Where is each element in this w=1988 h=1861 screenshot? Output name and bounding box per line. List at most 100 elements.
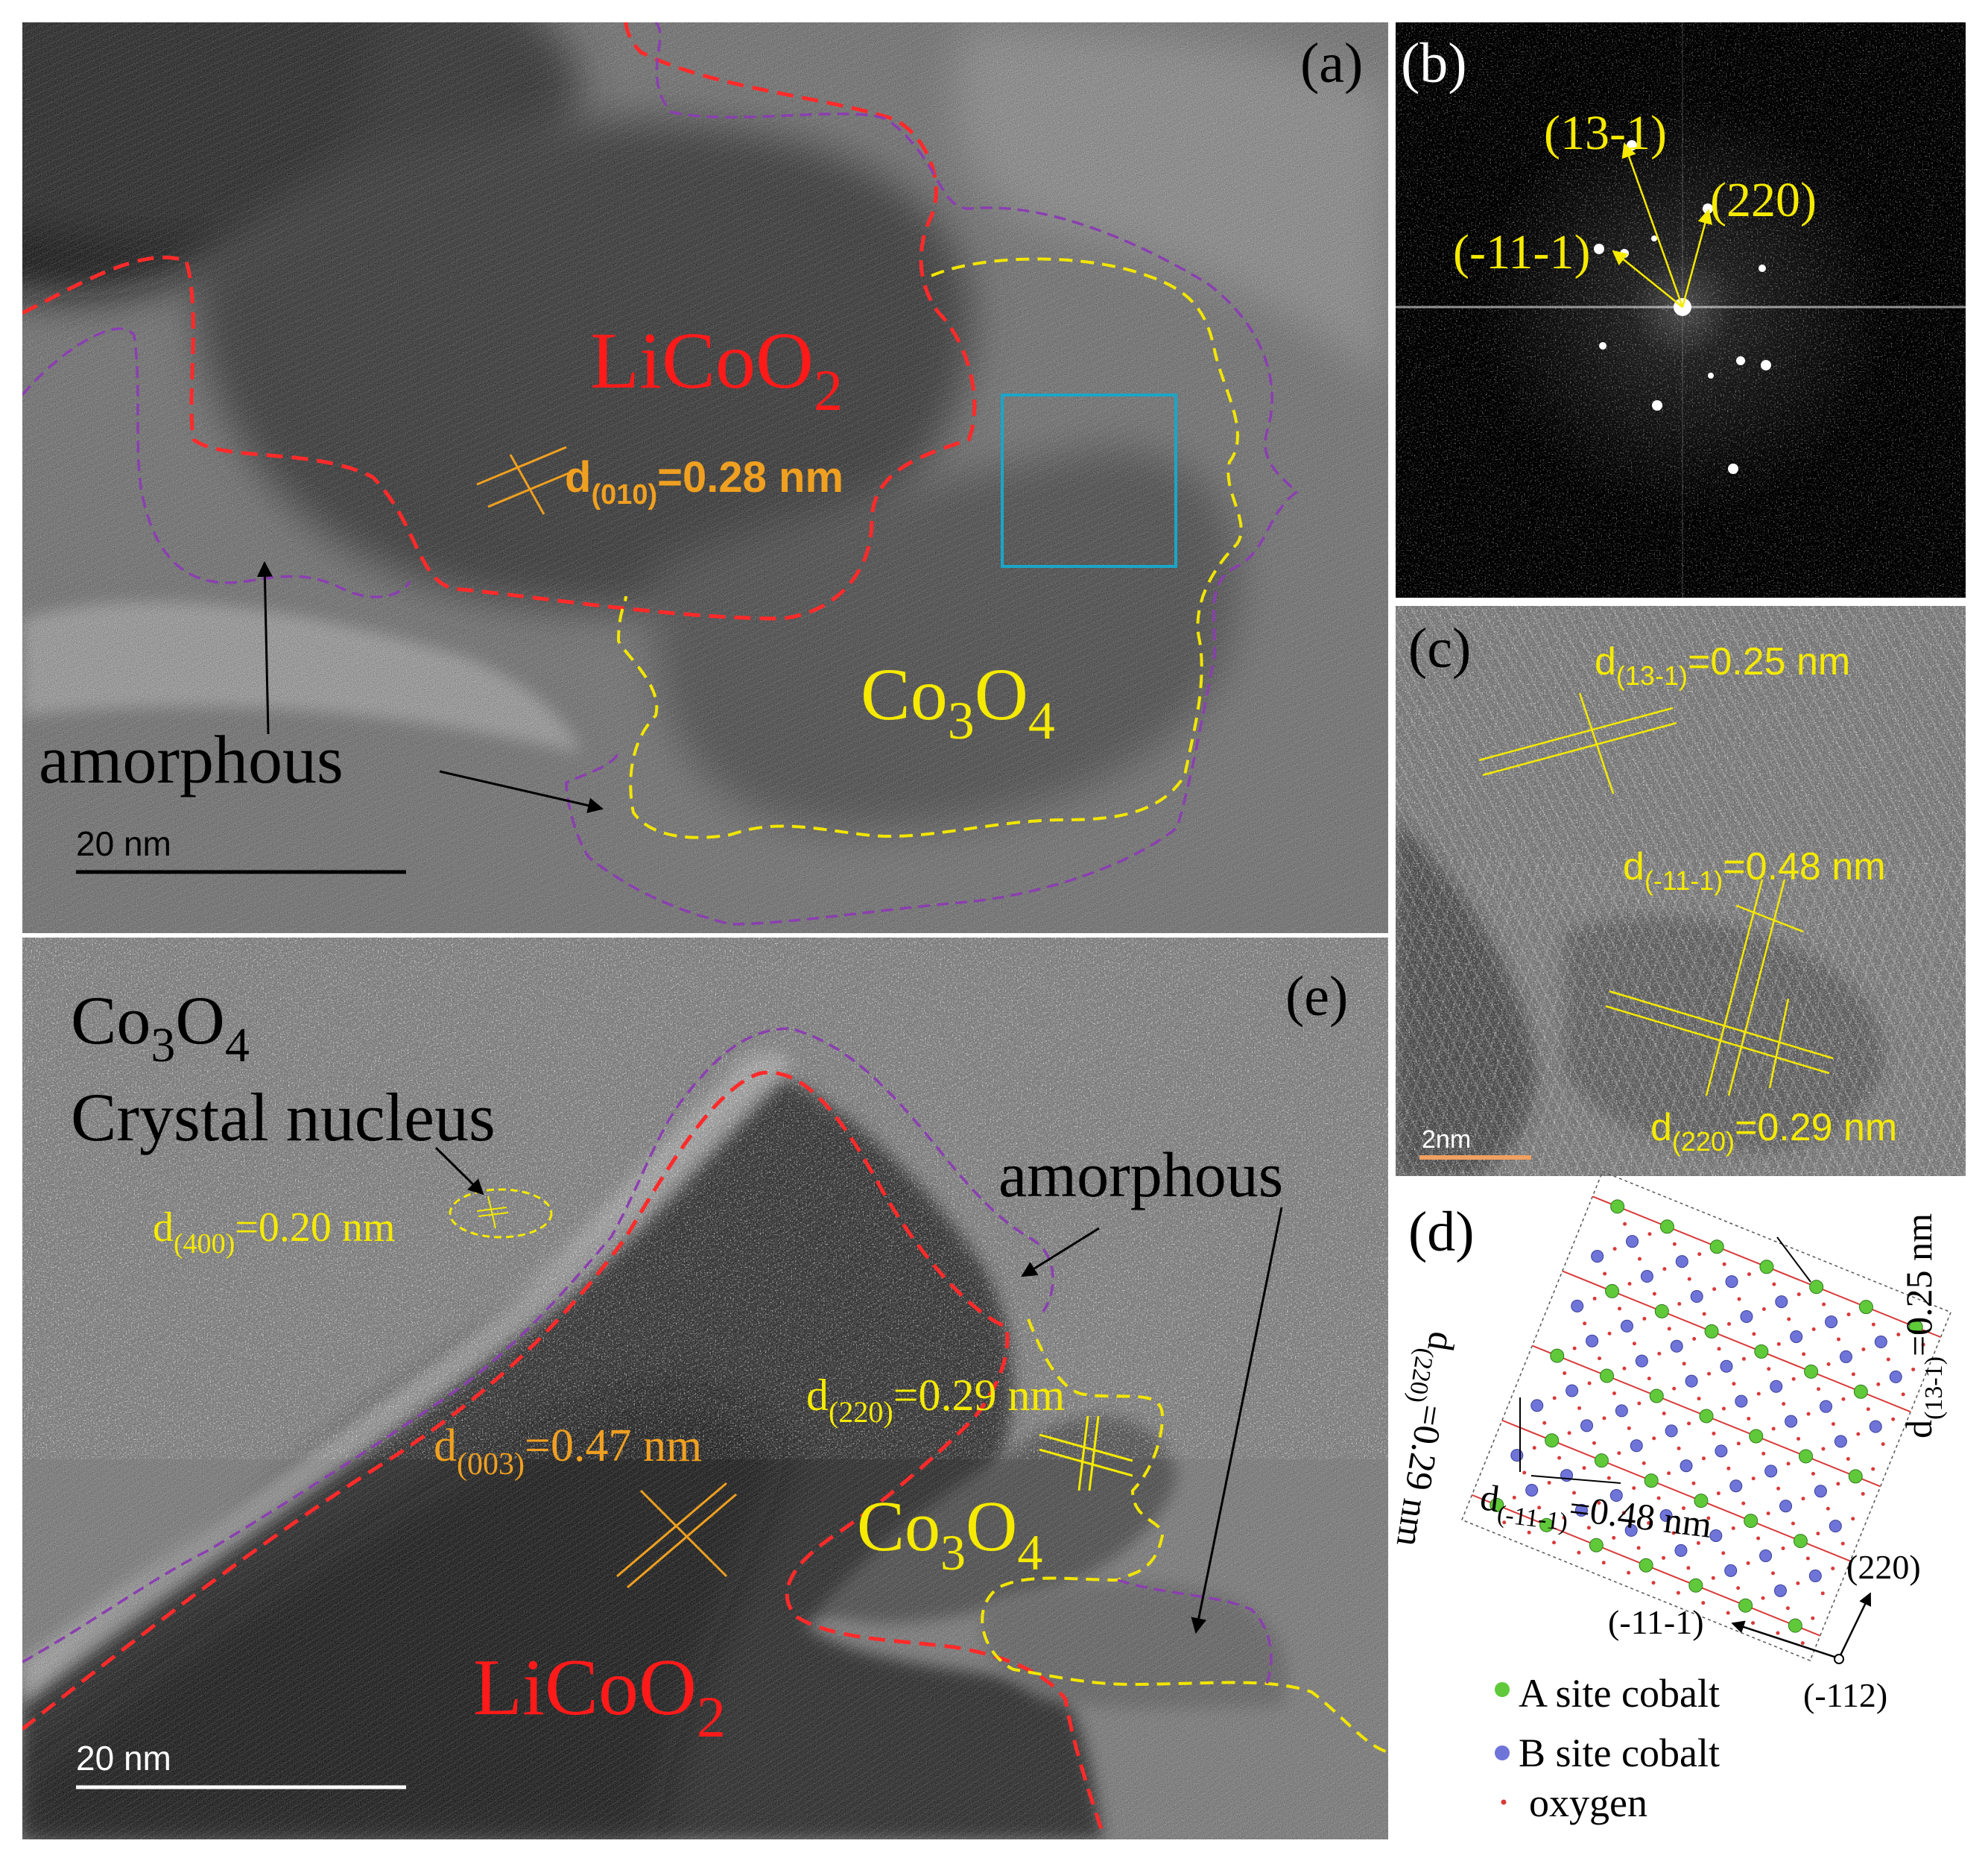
- oxygen-atom: [1691, 1481, 1696, 1485]
- a-site-cobalt-atom: [1594, 1453, 1609, 1468]
- a-site-cobalt-atom: [1699, 1409, 1714, 1424]
- oxygen-atom: [1821, 1447, 1826, 1451]
- oxygen-atom: [1736, 1441, 1741, 1446]
- b-site-cobalt-atom: [1510, 1449, 1524, 1462]
- oxygen-atom: [1697, 1397, 1701, 1401]
- oxygen-atom: [1756, 1536, 1761, 1541]
- b-site-cobalt-atom: [1620, 1319, 1633, 1333]
- oxygen-atom: [1732, 1382, 1736, 1386]
- axis-label-m11-1: (-11-1): [1608, 1603, 1704, 1641]
- oxygen-atom: [1776, 1342, 1781, 1346]
- b-site-cobalt-atom: [1889, 1370, 1902, 1383]
- oxygen-atom: [1562, 1515, 1566, 1520]
- lattice-marker-003: [616, 1482, 737, 1589]
- b-site-cobalt-atom: [1674, 1544, 1688, 1557]
- oxygen-atom: [1667, 1471, 1671, 1476]
- panel-d-label: (d): [1408, 1201, 1475, 1263]
- oxygen-atom: [1796, 1581, 1800, 1585]
- panel-e-label: (e): [1285, 965, 1348, 1028]
- oxygen-atom: [1741, 1501, 1746, 1505]
- b-site-cobalt-atom: [1635, 1354, 1648, 1368]
- amorphous-arrow-a1: [256, 560, 273, 735]
- b-site-cobalt-atom: [1779, 1500, 1793, 1513]
- oxygen-atom: [1737, 1297, 1741, 1301]
- a-site-cobalt-atom: [1754, 1344, 1769, 1359]
- a-site-cobalt-atom: [1809, 1280, 1824, 1295]
- oxygen-atom: [1801, 1497, 1805, 1501]
- b-site-cobalt-atom: [1685, 1374, 1698, 1388]
- oxygen-atom: [1582, 1466, 1586, 1470]
- a-site-cobalt-atom: [1659, 1219, 1674, 1234]
- oxygen-atom: [1623, 1222, 1627, 1226]
- oxygen-atom: [1837, 1337, 1841, 1342]
- oxygen-atom: [1811, 1471, 1815, 1476]
- oxygen-atom: [1552, 1396, 1557, 1400]
- a-site-cobalt-atom: [1853, 1384, 1868, 1399]
- lattice-marker-010: [476, 446, 578, 515]
- oxygen-atom: [1572, 1346, 1577, 1350]
- b-site-cobalt-atom: [1808, 1569, 1822, 1582]
- oxygen-atom: [1782, 1402, 1786, 1406]
- fft-label-13-1: (13-1): [1544, 106, 1667, 160]
- oxygen-atom: [1647, 1232, 1652, 1236]
- oxygen-atom: [1841, 1397, 1846, 1401]
- b-site-cobalt-atom: [1525, 1483, 1539, 1497]
- a-site-cobalt-atom: [1848, 1469, 1863, 1484]
- fft-label-220: (220): [1710, 173, 1817, 227]
- co3o4-label-e: Co3O4: [857, 1486, 1042, 1581]
- oxygen-atom: [1736, 1586, 1741, 1590]
- a-site-cobalt-atom: [1610, 1199, 1625, 1214]
- oxygen-atom: [1776, 1631, 1780, 1635]
- licoo2-boundary-a: [22, 22, 977, 621]
- amorphous-boundary-e1: [22, 1027, 1054, 1663]
- b-site-cobalt-atom: [1659, 1509, 1673, 1523]
- roi-box: [1001, 394, 1177, 568]
- oxygen-atom: [1547, 1481, 1551, 1485]
- a-site-cobalt-atom: [1589, 1538, 1604, 1552]
- oxygen-atom: [1537, 1505, 1542, 1510]
- oxygen-atom: [1772, 1282, 1776, 1286]
- a-site-cobalt-atom: [1539, 1517, 1554, 1532]
- oxygen-atom: [1876, 1382, 1881, 1386]
- oxygen-atom: [1642, 1461, 1646, 1465]
- oxygen-atom: [1891, 1417, 1896, 1421]
- oxygen-atom: [1747, 1272, 1751, 1277]
- oxygen-atom: [1806, 1412, 1811, 1416]
- scale-bar-label-c: 2nm: [1422, 1125, 1471, 1154]
- fft-spots: [1594, 140, 1771, 474]
- amorphous-label-a: amorphous: [39, 721, 344, 797]
- oxygen-atom: [1761, 1451, 1766, 1456]
- legend-label-oxygen: oxygen: [1529, 1781, 1647, 1825]
- oxygen-atom: [1711, 1576, 1715, 1580]
- legend: A site cobalt B site cobalt oxygen: [1495, 1671, 1720, 1825]
- oxygen-atom: [1692, 1336, 1697, 1341]
- amorphous-boundary-e2: [1117, 1579, 1273, 1685]
- d-spacing-guides: [1519, 1236, 1811, 1484]
- oxygen-atom: [1861, 1491, 1865, 1496]
- oxygen-atom: [1826, 1362, 1831, 1366]
- b-site-cobalt-atom: [1874, 1336, 1887, 1349]
- b-site-cobalt-atom: [1530, 1399, 1544, 1412]
- oxygen-atom: [1752, 1332, 1756, 1336]
- oxygen-atom: [1677, 1446, 1681, 1450]
- oxygen-atom: [1598, 1356, 1602, 1361]
- b-site-cobalt-atom: [1715, 1444, 1728, 1458]
- oxygen-atom: [1522, 1470, 1527, 1475]
- oxygen-atom: [1831, 1422, 1835, 1426]
- oxygen-atom: [1697, 1252, 1702, 1257]
- oxygen-atom: [1618, 1307, 1622, 1311]
- unit-cell-outline: [1460, 1170, 1952, 1662]
- a-site-cobalt-atom: [1639, 1558, 1653, 1573]
- b-site-cobalt-atom: [1624, 1523, 1638, 1537]
- oxygen-atom: [1601, 1561, 1606, 1565]
- oxygen-atom: [1637, 1257, 1642, 1261]
- oxygen-atom: [1706, 1516, 1711, 1520]
- a-site-cobalt-atom: [1858, 1300, 1873, 1315]
- legend-swatch-oxygen: [1501, 1799, 1507, 1805]
- oxygen-atom: [1542, 1421, 1547, 1425]
- panel-e: [22, 938, 1388, 1839]
- oxygen-atom: [1726, 1466, 1731, 1470]
- oxygen-atom: [1602, 1416, 1606, 1421]
- b-site-cobalt-atom: [1834, 1435, 1847, 1448]
- axis-origin: [1834, 1654, 1844, 1664]
